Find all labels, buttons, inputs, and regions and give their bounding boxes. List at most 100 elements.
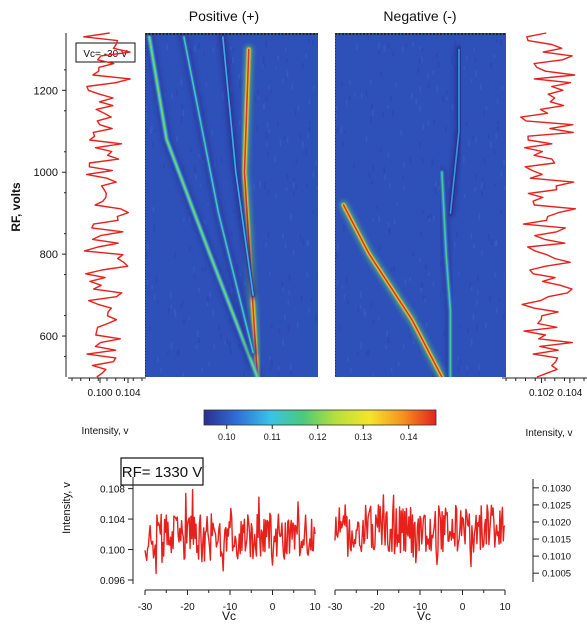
heatmap-noise: [400, 129, 403, 136]
colorbar-tick-label: 0.12: [309, 432, 327, 442]
heatmap-noise: [353, 92, 356, 98]
heatmap-plot-area: [145, 33, 318, 377]
heatmap-noise: [282, 78, 284, 83]
heatmap-noise: [274, 66, 277, 70]
profile-x-tick-label: 0.100: [87, 388, 112, 399]
colorbar: [203, 409, 437, 426]
heatmap-noise: [473, 48, 475, 52]
heatmap-noise: [214, 161, 216, 168]
heatmap-noise: [413, 341, 415, 345]
heatmap-noise: [300, 294, 303, 302]
heatmap-noise: [490, 141, 492, 148]
trace-x-tick-label: 10: [499, 602, 511, 613]
heatmap-noise: [360, 304, 362, 309]
heatmap-noise: [257, 96, 260, 101]
heatmap-noise: [500, 40, 503, 46]
heatmap-noise: [431, 158, 434, 166]
heatmap-noise: [198, 153, 200, 158]
heatmap-noise: [363, 308, 366, 315]
heatmap-noise: [290, 371, 292, 376]
heatmap-noise: [448, 180, 450, 188]
heatmap-noise: [402, 343, 405, 350]
heatmap-noise: [253, 95, 256, 103]
heatmap-noise: [313, 85, 316, 90]
heatmap-noise: [483, 158, 486, 166]
heatmap-noise: [503, 315, 505, 322]
heatmap-noise: [367, 36, 370, 41]
heatmap-noise: [171, 93, 173, 99]
heatmap-noise: [388, 183, 391, 188]
heatmap-noise: [204, 219, 206, 225]
heatmap-noise: [302, 238, 305, 245]
heatmap-noise: [335, 106, 338, 110]
heatmap-noise: [342, 375, 345, 377]
heatmap-noise: [341, 284, 343, 289]
heatmap-noise: [378, 316, 380, 321]
heatmap-noise: [421, 56, 423, 64]
heatmap-noise: [312, 40, 314, 46]
heatmap-noise: [178, 349, 180, 356]
heatmap-noise: [173, 308, 176, 315]
heatmap-noise: [393, 219, 396, 225]
heatmap-noise: [469, 282, 472, 289]
heatmap-noise: [182, 109, 185, 117]
heatmap-noise: [474, 187, 476, 192]
heatmap-noise: [393, 266, 395, 272]
heatmap-noise: [459, 324, 462, 328]
heatmap-noise: [415, 98, 417, 105]
heatmap-noise: [253, 183, 255, 191]
heatmap-noise: [182, 165, 185, 171]
heatmap-noise: [308, 39, 310, 43]
heatmap-noise: [421, 282, 423, 288]
heatmap-noise: [403, 161, 405, 168]
heatmap-noise: [198, 287, 200, 293]
heatmap-noise: [291, 83, 294, 90]
heatmap-noise: [451, 62, 454, 67]
heatmap-noise: [478, 371, 480, 376]
heatmap-noise: [387, 105, 389, 109]
heatmap-noise: [269, 356, 271, 360]
heatmap-noise: [348, 95, 351, 101]
heatmap-noise: [335, 112, 338, 119]
heatmap-noise: [372, 109, 374, 117]
heatmap-noise: [182, 372, 185, 377]
heatmap-noise: [308, 126, 311, 132]
heatmap-noise: [177, 36, 180, 41]
profile-x-tick-label: 0.104: [557, 388, 582, 399]
heatmap-noise: [302, 62, 304, 69]
heatmap-noise: [305, 148, 308, 155]
heatmap-noise: [493, 53, 496, 58]
heatmap-noise: [391, 110, 394, 117]
heatmap-noise: [390, 367, 393, 373]
heatmap-noise: [473, 243, 475, 249]
heatmap-noise: [189, 246, 191, 251]
trace-x-tick-label: 0: [460, 602, 466, 613]
heatmap-noise: [194, 45, 196, 52]
profile-left: Vc= -30 V 600 800 1000 1200 0.100 0.104: [34, 32, 146, 399]
trace-y-tick-label-right: 0.1005: [542, 569, 571, 580]
y-axis-label: RF, volts: [9, 182, 23, 232]
heatmap-noise: [147, 243, 149, 250]
heatmap-noise: [495, 239, 498, 246]
heatmap-noise: [290, 213, 292, 221]
heatmap-noise: [183, 319, 185, 324]
heatmap-noise: [343, 294, 346, 300]
heatmap-noise: [428, 218, 431, 222]
heatmap-noise: [306, 183, 308, 187]
bottom-y-label: Intensity, v: [61, 482, 73, 534]
heatmap-noise: [421, 48, 424, 52]
heatmap-noise: [176, 136, 178, 143]
heatmap-noise: [164, 92, 166, 98]
heatmap-noise: [430, 213, 433, 218]
heatmap-noise: [286, 137, 289, 143]
heatmap-noise: [230, 46, 232, 50]
heatmap-noise: [396, 202, 399, 206]
heatmap-noise: [470, 78, 473, 83]
trace-x-tick-label: -30: [138, 602, 153, 613]
heatmap-noise: [386, 330, 388, 337]
heatmap-noise: [371, 300, 374, 305]
heatmap-noise: [243, 372, 245, 377]
heatmap-noise: [155, 276, 158, 284]
heatmap-noise: [198, 42, 201, 49]
